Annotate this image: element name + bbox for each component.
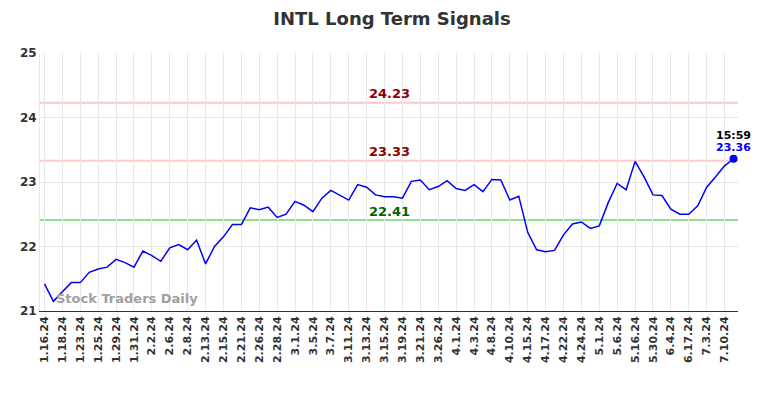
svg-text:1.31.24: 1.31.24 [128,316,141,363]
svg-text:5.6.24: 5.6.24 [611,316,624,355]
svg-text:7.3.24: 7.3.24 [700,316,713,355]
svg-text:INTL Long Term Signals: INTL Long Term Signals [273,8,510,29]
svg-text:6.4.24: 6.4.24 [664,316,677,355]
svg-text:5.16.24: 5.16.24 [629,316,642,363]
svg-text:3.26.24: 3.26.24 [432,316,445,363]
svg-text:Stock Traders Daily: Stock Traders Daily [56,291,198,306]
svg-text:23.33: 23.33 [369,144,410,159]
svg-text:21: 21 [20,304,37,318]
svg-text:2.15.24: 2.15.24 [217,316,230,363]
svg-text:5.1.24: 5.1.24 [593,316,606,355]
svg-text:2.28.24: 2.28.24 [271,316,284,363]
svg-text:2.8.24: 2.8.24 [181,316,194,355]
svg-text:4.17.24: 4.17.24 [539,316,552,363]
svg-text:1.16.24: 1.16.24 [38,316,51,363]
svg-text:6.17.24: 6.17.24 [682,316,695,363]
svg-text:2.2.24: 2.2.24 [145,316,158,355]
svg-text:4.3.24: 4.3.24 [468,316,481,355]
svg-text:7.10.24: 7.10.24 [718,316,731,363]
svg-text:25: 25 [20,46,37,60]
svg-text:4.24.24: 4.24.24 [575,316,588,363]
svg-text:22.41: 22.41 [369,204,410,219]
svg-text:22: 22 [20,240,37,254]
svg-text:23: 23 [20,175,37,189]
svg-text:3.7.24: 3.7.24 [324,316,337,355]
svg-text:4.1.24: 4.1.24 [450,316,463,355]
svg-text:24: 24 [20,111,37,125]
svg-text:4.15.24: 4.15.24 [521,316,534,363]
svg-text:3.11.24: 3.11.24 [342,316,355,363]
svg-text:5.30.24: 5.30.24 [647,316,660,363]
svg-text:24.23: 24.23 [369,86,410,101]
svg-text:2.6.24: 2.6.24 [163,316,176,355]
svg-text:1.18.24: 1.18.24 [56,316,69,363]
svg-text:2.26.24: 2.26.24 [253,316,266,363]
svg-text:1.29.24: 1.29.24 [110,316,123,363]
svg-text:1.23.24: 1.23.24 [74,316,87,363]
svg-text:3.1.24: 3.1.24 [289,316,302,355]
svg-text:23.36: 23.36 [716,141,751,154]
svg-text:3.21.24: 3.21.24 [414,316,427,363]
svg-text:3.13.24: 3.13.24 [360,316,373,363]
svg-text:3.15.24: 3.15.24 [378,316,391,363]
svg-text:15:59: 15:59 [716,129,751,142]
svg-text:4.22.24: 4.22.24 [557,316,570,363]
svg-text:4.8.24: 4.8.24 [485,316,498,355]
svg-text:1.25.24: 1.25.24 [92,316,105,363]
svg-text:4.10.24: 4.10.24 [503,316,516,363]
svg-text:2.13.24: 2.13.24 [199,316,212,363]
svg-text:3.19.24: 3.19.24 [396,316,409,363]
svg-text:3.5.24: 3.5.24 [307,316,320,355]
svg-text:2.21.24: 2.21.24 [235,316,248,363]
